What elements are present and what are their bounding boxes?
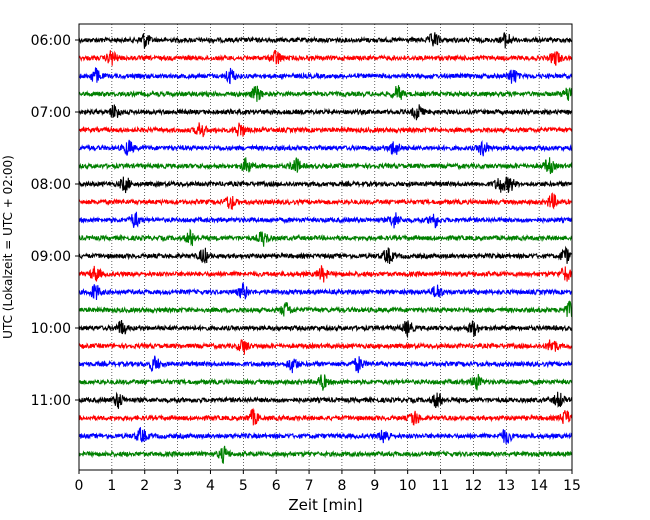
- trace-0630: [78, 67, 573, 85]
- y-tick-label: 06:00: [31, 33, 71, 49]
- x-axis-label: Zeit [min]: [288, 496, 362, 514]
- trace-0645: [78, 85, 573, 102]
- trace-0930: [78, 281, 573, 301]
- plot-frame: [78, 23, 573, 471]
- trace-0945: [78, 300, 573, 317]
- trace-0900: [78, 245, 573, 264]
- trace-1145: [78, 445, 573, 464]
- trace-1030: [78, 355, 573, 374]
- x-tick-label: 13: [497, 478, 515, 494]
- trace-1130: [78, 427, 573, 445]
- x-tick-label: 4: [206, 478, 215, 494]
- trace-0730: [78, 139, 573, 157]
- x-tick-label: 5: [239, 478, 248, 494]
- x-tick-label: 10: [399, 478, 417, 494]
- trace-0700: [78, 104, 573, 121]
- trace-0830: [78, 211, 573, 229]
- seismic-traces: [78, 32, 573, 464]
- x-tick-label: 3: [173, 478, 182, 494]
- trace-0800: [78, 176, 573, 194]
- x-tick-label: 9: [370, 478, 379, 494]
- x-tick-label: 1: [107, 478, 116, 494]
- x-tick-label: 8: [337, 478, 346, 494]
- y-axis-label: UTC (Lokalzeit = UTC + 02:00): [1, 155, 15, 339]
- x-tick-label: 6: [272, 478, 281, 494]
- y-tick-label: 10:00: [31, 321, 71, 337]
- trace-0615: [78, 49, 573, 66]
- trace-0815: [78, 192, 573, 211]
- x-tick-label: 11: [432, 478, 450, 494]
- trace-0745: [78, 157, 573, 175]
- trace-1115: [78, 407, 573, 426]
- y-tick-label: 11:00: [31, 393, 71, 409]
- trace-1000: [78, 319, 573, 339]
- trace-1100: [78, 391, 573, 409]
- y-tick-label: 09:00: [31, 249, 71, 265]
- x-tick-label: 12: [464, 478, 482, 494]
- grid-lines: [111, 24, 540, 470]
- y-tick-label: 07:00: [31, 105, 71, 121]
- x-axis-ticks: 0 1 2 3 4 5 6 7 8 9 10 11 12 13 14 15: [75, 470, 581, 494]
- x-tick-label: 2: [140, 478, 149, 494]
- y-tick-label: 08:00: [31, 177, 71, 193]
- trace-0600: [78, 32, 573, 49]
- x-tick-label: 14: [530, 478, 548, 494]
- trace-0915: [78, 265, 573, 283]
- trace-1015: [78, 339, 573, 355]
- y-axis-ticks: 06:00 07:00 08:00 09:00 10:00 11:00: [31, 33, 79, 409]
- trace-0845: [78, 228, 573, 247]
- x-tick-label: 7: [305, 478, 314, 494]
- trace-1045: [78, 374, 573, 391]
- trace-0715: [78, 122, 573, 138]
- x-tick-label: 0: [75, 478, 84, 494]
- x-tick-label: 15: [563, 478, 581, 494]
